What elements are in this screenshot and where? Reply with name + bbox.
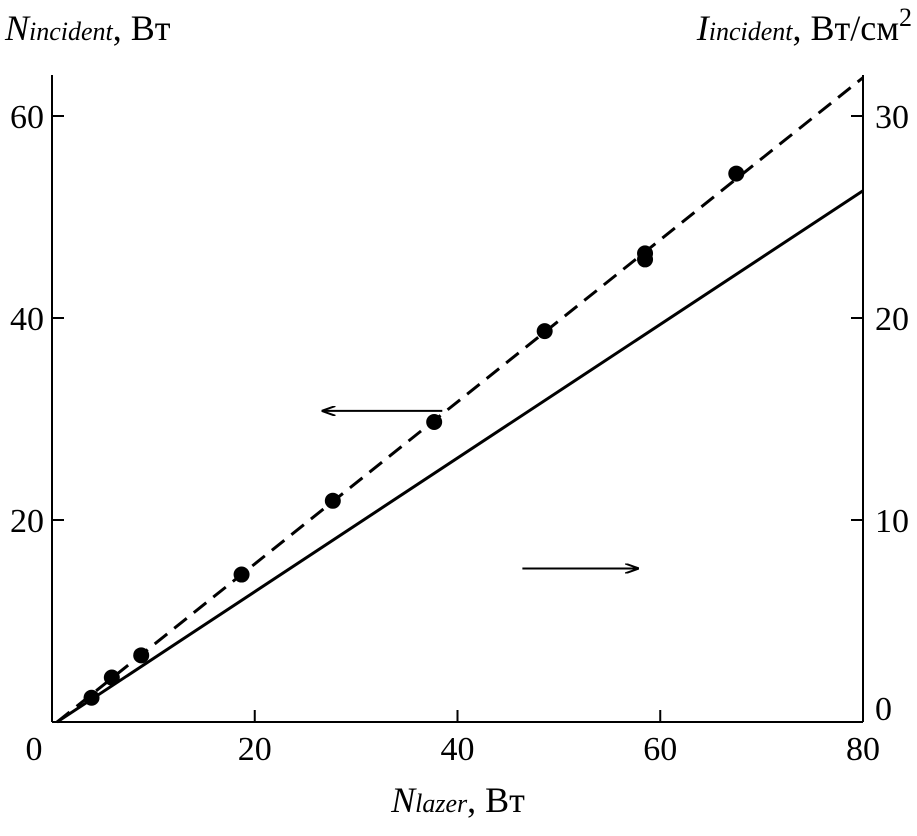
axes: 0 20 40 60 80 20 40 60 0 10 20 30 <box>10 75 909 768</box>
y-left-tick-label: 40 <box>10 301 44 338</box>
x-axis-label: Nlazer, Вт <box>390 780 525 820</box>
y-right-label: Iincident, Вт/см2 <box>696 3 912 48</box>
data-point <box>637 251 654 268</box>
y-left-tick-label: 20 <box>10 503 44 540</box>
y-right-tick-label: 10 <box>875 503 909 540</box>
y-right-tick-label: 30 <box>875 99 909 136</box>
x-tick-label: 40 <box>441 731 475 768</box>
data-point <box>536 323 553 340</box>
solid-line <box>56 189 864 724</box>
y-left-tick-label: 60 <box>10 99 44 136</box>
dashed-fit-line <box>56 76 864 724</box>
x-tick-label: 60 <box>643 731 677 768</box>
y-right-tick-label: 20 <box>875 301 909 338</box>
y-right-tick-label: 0 <box>875 691 892 728</box>
marks <box>56 76 864 724</box>
y-left-label: Nincident, Вт <box>4 8 171 48</box>
x-tick-label: 80 <box>846 731 880 768</box>
x-tick-label: 20 <box>238 731 272 768</box>
data-point <box>728 165 745 182</box>
x-tick-label: 0 <box>26 731 43 768</box>
